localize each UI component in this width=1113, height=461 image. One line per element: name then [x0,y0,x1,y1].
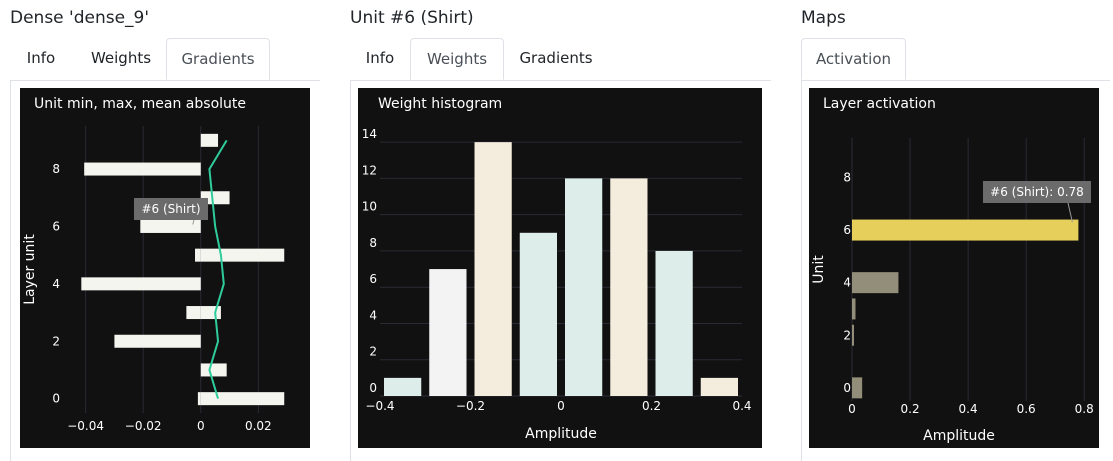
tab-weights[interactable]: Weights [90,49,152,67]
activation-bar [852,272,899,294]
x-tick-label: 0.2 [901,402,920,416]
tab-gradients[interactable]: Gradients [166,38,270,80]
y-axis-label: Layer unit [22,234,38,305]
chart-title: Weight histogram [378,96,502,112]
layer-activation-chart: Layer activation 0 0.2 0.4 0.6 0.8 0 2 4 6 8 Amplit… [811,96,1094,444]
chart-title: Layer activation [823,96,936,112]
y-tick-label: 12 [362,163,377,177]
min-bar [197,392,201,406]
x-axis-label: Amplitude [525,426,597,442]
y-tick-label: 6 [369,272,377,286]
y-tick-label: 8 [843,170,851,184]
x-tick-label: −0.4 [365,399,394,413]
y-tick-label: 6 [843,223,851,237]
y-tick-label: 6 [52,219,60,233]
tooltip-text: #6 (Shirt): 0.78 [990,185,1084,199]
tab-info[interactable]: Info [26,49,56,67]
activation-bar [852,377,863,399]
x-tick-label: −0.02 [125,419,162,433]
y-tick-label: 8 [369,236,377,250]
min-bar [140,219,201,233]
activation-bar [852,324,854,346]
x-tick-label: 0.4 [732,399,751,413]
gradients-plot[interactable]: Unit min, max, mean absolute −0.04 −0.02 0 0… [20,88,310,448]
panel-title: Dense 'dense_9' [10,8,150,28]
panel-divider [10,80,11,461]
histogram-bar [565,178,603,396]
y-tick-label: 2 [52,334,60,348]
x-axis-label: Amplitude [923,428,995,444]
x-tick-label: 0 [197,419,205,433]
tooltip-box [134,198,208,220]
histogram-bar [610,178,648,396]
tab-activation[interactable]: Activation [801,38,906,80]
panel-divider [350,80,351,461]
tab-weights[interactable]: Weights [410,38,504,80]
histogram-bar [384,377,422,396]
y-axis-label: Unit [811,255,827,284]
min-bar [84,162,201,176]
weight-histogram-plot[interactable]: Weight histogram 0 2 4 6 8 10 12 14 −0.4 −0.2 0 0.2 0… [358,88,762,448]
x-tick-label: 0.8 [1075,402,1094,416]
y-tick-label: 2 [843,328,851,342]
y-tick-label: 0 [369,381,377,395]
tooltip-pointer [1067,202,1073,223]
min-bar [114,334,201,348]
histogram-bar [429,269,467,396]
chart-title: Unit min, max, mean absolute [34,96,246,112]
tooltip-pointer [192,219,195,225]
x-tick-label: 0.6 [1017,402,1036,416]
x-tick-label: 0.2 [642,399,661,413]
weight-histogram-chart: Weight histogram 0 2 4 6 8 10 12 14 −0.4 −0.2 0 0.2 0… [362,96,752,442]
layer-activation-plot[interactable]: Layer activation 0 0.2 0.4 0.6 0.8 0 2 4 6 8 Amplit… [809,88,1099,448]
max-bar [200,248,285,262]
y-tick-label: 4 [52,277,60,291]
panel-title: Maps [801,8,846,28]
tab-info[interactable]: Info [365,49,395,67]
y-tick-label: 4 [843,276,851,290]
max-bar [200,133,219,147]
activation-bar [852,219,1079,241]
y-tick-label: 8 [52,162,60,176]
x-tick-label: 0 [557,399,565,413]
tab-bar: Info Weights Gradients [350,38,771,81]
min-bar [81,277,201,291]
panel-title: Unit #6 (Shirt) [350,8,474,28]
min-bar [195,248,201,262]
min-bar [186,306,201,320]
max-bar [200,306,221,320]
y-tick-label: 14 [362,127,377,141]
x-tick-label: −0.04 [67,419,104,433]
tab-bar: Info Weights Gradients [10,38,320,81]
tooltip-text: #6 (Shirt) [141,202,200,216]
x-tick-label: −0.2 [456,399,485,413]
y-tick-label: 10 [362,200,377,214]
x-tick-label: 0 [848,402,856,416]
max-bar [200,363,227,377]
max-bar [200,392,285,406]
y-tick-label: 4 [369,308,377,322]
tooltip-box [983,181,1091,203]
y-tick-label: 0 [52,392,60,406]
x-tick-label: 0.02 [245,419,272,433]
histogram-bar [474,142,512,396]
mean-abs-line [208,139,228,399]
panel-divider [801,80,802,461]
tab-gradients[interactable]: Gradients [519,49,593,67]
tab-bar: Activation [801,38,1110,81]
y-tick-label: 2 [369,345,377,359]
histogram-bar [655,250,693,396]
activation-bar [852,298,856,320]
histogram-bar [519,232,557,396]
unit-gradients-chart: Unit min, max, mean absolute −0.04 −0.02 0 0… [22,96,285,433]
x-tick-label: 0.4 [959,402,978,416]
histogram-bar [700,377,738,396]
y-tick-label: 0 [843,381,851,395]
